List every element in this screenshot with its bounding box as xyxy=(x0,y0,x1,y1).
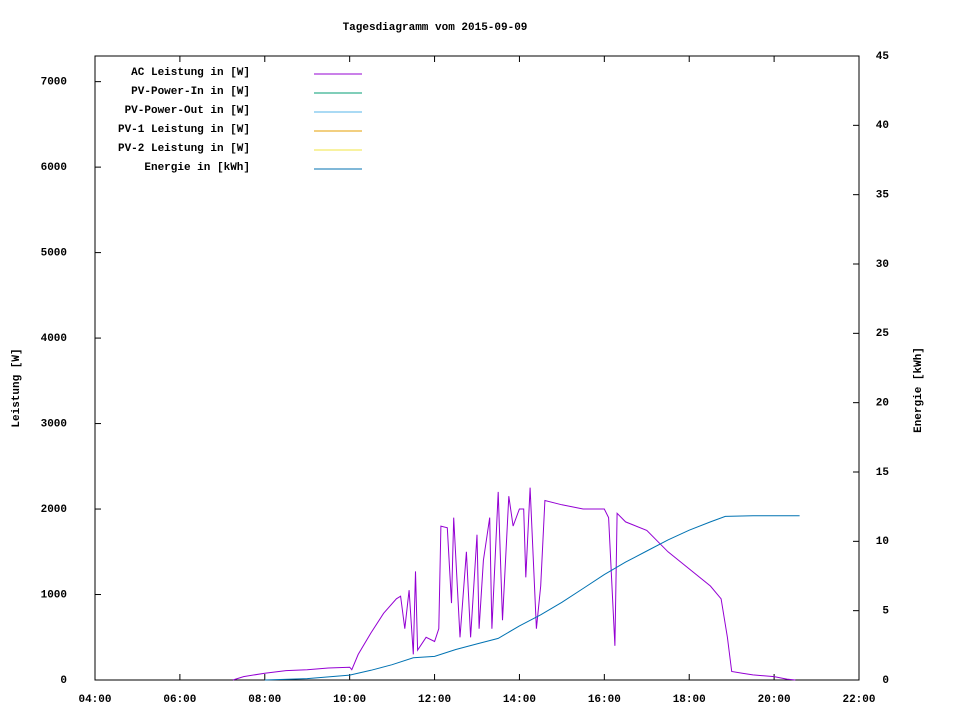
legend-label: Energie in [kWh] xyxy=(144,162,250,174)
y-tick-label: 7000 xyxy=(41,77,67,89)
x-tick-label: 16:00 xyxy=(588,694,621,706)
y-tick-label: 3000 xyxy=(41,418,67,430)
y-axis-label: Leistung [W] xyxy=(11,348,23,427)
legend-label: PV-Power-Out in [W] xyxy=(125,105,250,117)
x-tick-label: 18:00 xyxy=(673,694,706,706)
x-tick-label: 22:00 xyxy=(842,694,875,706)
y-tick-label: 0 xyxy=(60,675,67,687)
y-tick-label: 1000 xyxy=(41,589,67,601)
x-tick-label: 12:00 xyxy=(418,694,451,706)
x-tick-label: 10:00 xyxy=(333,694,366,706)
chart-title: Tagesdiagramm vom 2015-09-09 xyxy=(343,22,528,34)
y2-tick-label: 20 xyxy=(876,398,889,410)
y2-axis-label: Energie [kWh] xyxy=(913,347,925,433)
plot-border xyxy=(94,55,860,681)
y-tick-label: 6000 xyxy=(41,162,67,174)
y2-tick-label: 10 xyxy=(876,536,889,548)
y2-tick-label: 45 xyxy=(876,51,890,63)
y-tick-label: 2000 xyxy=(41,504,67,516)
legend-label: PV-1 Leistung in [W] xyxy=(118,124,250,136)
legend-label: PV-Power-In in [W] xyxy=(131,86,250,98)
y2-tick-label: 15 xyxy=(876,467,890,479)
x-tick-label: 20:00 xyxy=(758,694,791,706)
y2-tick-label: 25 xyxy=(876,328,890,340)
y-tick-label: 4000 xyxy=(41,333,67,345)
y-tick-label: 5000 xyxy=(41,248,67,260)
y2-tick-label: 0 xyxy=(882,675,889,687)
x-tick-label: 04:00 xyxy=(78,694,111,706)
x-tick-label: 06:00 xyxy=(163,694,196,706)
y2-tick-label: 5 xyxy=(882,606,889,618)
x-tick-label: 08:00 xyxy=(248,694,281,706)
y2-tick-label: 35 xyxy=(876,190,890,202)
series-line xyxy=(232,487,796,681)
legend-label: AC Leistung in [W] xyxy=(131,67,250,79)
y2-tick-label: 40 xyxy=(876,120,889,132)
y2-tick-label: 30 xyxy=(876,259,889,271)
legend-label: PV-2 Leistung in [W] xyxy=(118,143,250,155)
x-tick-label: 14:00 xyxy=(503,694,536,706)
series-line xyxy=(264,515,800,681)
